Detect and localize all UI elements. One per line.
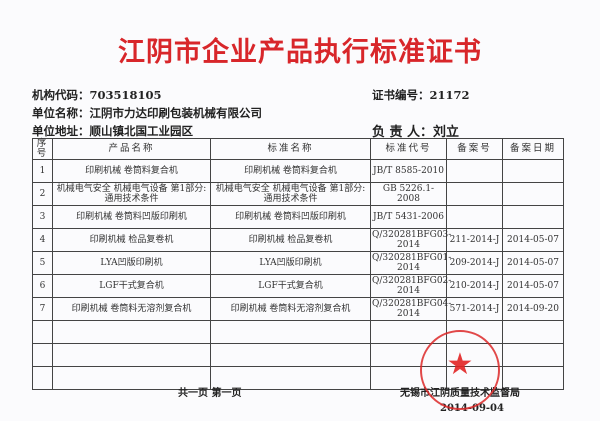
table-row: 2 机械电气安全 机械电气设备 第1部分:通用技术条件 机械电气安全 机械电气设备 … <box>32 182 564 206</box>
table-row: 7 印刷机械 卷筒料无溶剂复合机 印刷机械 卷筒料无溶剂复合机 Q/320281BFG… <box>32 297 564 321</box>
table-cell: 印刷机械 检品复卷机 <box>52 228 211 252</box>
table-row <box>32 320 564 344</box>
table-cell <box>502 159 564 183</box>
table-cell <box>502 182 564 206</box>
star-icon: ★ <box>446 347 474 382</box>
table-cell <box>210 366 371 390</box>
standards-table: 序号 产品名称 标准名称 标准代号 备案号 备案日期 1 印刷机械 卷筒料复合机 印刷机械 卷… <box>32 138 564 390</box>
table-cell: 印刷机械 卷筒料复合机 <box>52 159 211 183</box>
column-header: 标准代号 <box>370 138 447 160</box>
table-cell: LYA凹版印刷机 <box>210 251 371 275</box>
table-cell: 2014-05-07 <box>502 274 564 298</box>
table-cell: 印刷机械 卷筒料无溶剂复合机 <box>210 297 371 321</box>
table-cell: 211-2014-J <box>446 228 503 252</box>
table-cell: Q/320281BFG04-2014 <box>370 297 452 321</box>
cert-number: 证书编号：21172 <box>372 88 470 102</box>
table-cell: 2014-09-20 <box>502 297 564 321</box>
table-cell: JB/T 8585-2010 <box>370 159 447 183</box>
table-header-row: 序号 产品名称 标准名称 标准代号 备案号 备案日期 <box>32 138 564 160</box>
page-info: 共一页 第一页 <box>178 388 242 399</box>
table-cell: 1 <box>32 159 53 183</box>
table-row: 1 印刷机械 卷筒料复合机 印刷机械 卷筒料复合机 JB/T 8585-2010 <box>32 159 564 183</box>
table-cell: GB 5226.1-2008 <box>370 182 447 206</box>
table-cell <box>502 366 564 390</box>
table-cell: 7 <box>32 297 53 321</box>
table-cell <box>52 343 211 367</box>
table-cell <box>32 320 53 344</box>
responsible-person: 负 责 人：刘立 <box>372 125 460 140</box>
table-row: 4 印刷机械 检品复卷机 印刷机械 检品复卷机 Q/320281BFG03-2014 2… <box>32 228 564 252</box>
table-cell: 机械电气安全 机械电气设备 第1部分:通用技术条件 <box>52 182 211 206</box>
table-cell: 印刷机械 检品复卷机 <box>210 228 371 252</box>
column-header: 备案日期 <box>502 138 564 160</box>
table-cell: 6 <box>32 274 53 298</box>
table-cell <box>52 366 211 390</box>
table-row: 5 LYA凹版印刷机 LYA凹版印刷机 Q/320281BFG01-2014 209-2… <box>32 251 564 275</box>
table-cell <box>446 159 503 183</box>
table-cell: 印刷机械 卷筒料复合机 <box>210 159 371 183</box>
table-cell: 印刷机械 卷筒料凹版印刷机 <box>52 205 211 229</box>
table-cell: Q/320281BFG02-2014 <box>370 274 452 298</box>
table-cell: 机械电气安全 机械电气设备 第1部分:通用技术条件 <box>210 182 371 206</box>
table-cell <box>32 366 53 390</box>
unit-name: 单位名称：江阴市力达印刷包装机械有限公司 <box>32 106 262 120</box>
official-seal: ★ <box>420 330 500 410</box>
table-cell <box>52 320 211 344</box>
table-cell: 209-2014-J <box>446 251 503 275</box>
table-cell <box>502 320 564 344</box>
org-code: 机构代码：703518105 <box>32 88 162 102</box>
table-cell <box>446 182 503 206</box>
unit-address: 单位地址：顺山镇北国工业园区 <box>32 124 193 138</box>
table-cell: 571-2014-J <box>446 297 503 321</box>
table-cell: 印刷机械 卷筒料无溶剂复合机 <box>52 297 211 321</box>
table-cell: LGF干式复合机 <box>210 274 371 298</box>
table-cell: Q/320281BFG03-2014 <box>370 228 452 252</box>
table-cell: 2 <box>32 182 53 206</box>
column-header: 标准名称 <box>210 138 371 160</box>
table-cell <box>210 320 371 344</box>
document-title: 江阴市企业产品执行标准证书 <box>118 37 482 68</box>
table-cell <box>32 343 53 367</box>
table-cell: 2014-05-07 <box>502 228 564 252</box>
table-cell: JB/T 5431-2006 <box>370 205 447 229</box>
table-cell: 印刷机械 卷筒料凹版印刷机 <box>210 205 371 229</box>
table-row: 3 印刷机械 卷筒料凹版印刷机 印刷机械 卷筒料凹版印刷机 JB/T 5431-200… <box>32 205 564 229</box>
column-header: 备案号 <box>446 138 503 160</box>
column-header: 序号 <box>32 138 53 160</box>
table-row: 6 LGF干式复合机 LGF干式复合机 Q/320281BFG02-2014 210-2… <box>32 274 564 298</box>
table-cell: 4 <box>32 228 53 252</box>
issue-date: 2014-09-04 <box>440 403 504 414</box>
table-cell: Q/320281BFG01-2014 <box>370 251 452 275</box>
column-header: 产品名称 <box>52 138 211 160</box>
table-cell <box>502 205 564 229</box>
table-cell <box>446 205 503 229</box>
table-cell: 210-2014-J <box>446 274 503 298</box>
table-cell: 2014-05-07 <box>502 251 564 275</box>
table-cell: LGF干式复合机 <box>52 274 211 298</box>
table-cell <box>210 343 371 367</box>
table-cell <box>502 343 564 367</box>
table-cell: 5 <box>32 251 53 275</box>
table-cell: 3 <box>32 205 53 229</box>
table-cell: LYA凹版印刷机 <box>52 251 211 275</box>
